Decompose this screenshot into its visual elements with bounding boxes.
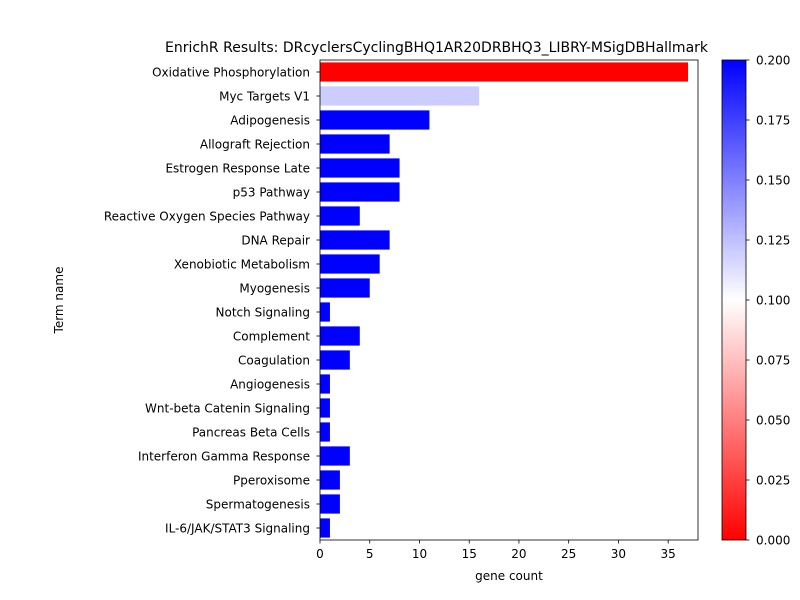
y-tick-label: DNA Repair [241, 234, 310, 248]
bar [320, 278, 370, 298]
y-tick-label: Notch Signaling [216, 306, 310, 320]
y-tick-label: Estrogen Response Late [165, 162, 310, 176]
x-tick-label: 20 [511, 547, 526, 561]
y-tick-label: Allograft Rejection [200, 138, 310, 152]
bar [320, 446, 350, 466]
colorbar-tick-label: 0.150 [756, 174, 790, 188]
colorbar-tick-label: 0.050 [756, 414, 790, 428]
y-tick-label: Interferon Gamma Response [138, 450, 310, 464]
x-tick-label: 35 [661, 547, 676, 561]
y-tick-label: Spermatogenesis [206, 498, 310, 512]
bar [320, 398, 330, 418]
bar [320, 254, 380, 274]
colorbar-tick-label: 0.075 [756, 354, 790, 368]
y-tick-label: Wnt-beta Catenin Signaling [145, 402, 310, 416]
bar [320, 86, 480, 106]
y-tick-label: Myogenesis [239, 282, 310, 296]
y-axis-label: Term name [52, 267, 66, 335]
bars-group [320, 62, 689, 538]
plot-frame [319, 59, 699, 541]
bar [320, 206, 360, 226]
x-tick-label: 0 [316, 547, 324, 561]
y-tick-label: Angiogenesis [230, 378, 310, 392]
colorbar [721, 59, 747, 541]
x-tick-label: 25 [561, 547, 576, 561]
bar [320, 350, 350, 370]
bar [320, 518, 330, 538]
y-tick-label: Coagulation [238, 354, 310, 368]
colorbar-tick-label: 0.000 [756, 534, 790, 548]
bar [320, 422, 330, 442]
y-tick-label: p53 Pathway [233, 186, 310, 200]
x-axis-label: gene count [475, 569, 543, 583]
x-tick-label: 10 [412, 547, 427, 561]
y-tick-label: Reactive Oxygen Species Pathway [104, 210, 310, 224]
bar [320, 494, 340, 514]
y-tick-labels: Oxidative Phosphorylation Myc Targets V1 A… [104, 66, 320, 536]
bar [320, 230, 390, 250]
colorbar-tick-label: 0.125 [756, 234, 790, 248]
colorbar-tick-label: 0.200 [756, 54, 790, 68]
bar [320, 302, 330, 322]
bar [320, 326, 360, 346]
y-tick-label: Pancreas Beta Cells [192, 426, 310, 440]
y-tick-label: Complement [233, 330, 310, 344]
colorbar-tick-label: 0.025 [756, 474, 790, 488]
x-ticks: 0 5 10 15 20 25 30 35 [316, 540, 676, 561]
bar [320, 374, 330, 394]
y-tick-label: Pperoxisome [233, 474, 310, 488]
bar [320, 470, 340, 490]
y-tick-label: Myc Targets V1 [219, 90, 310, 104]
y-tick-label: Oxidative Phosphorylation [152, 66, 310, 80]
x-tick-label: 5 [366, 547, 374, 561]
x-tick-label: 15 [462, 547, 477, 561]
colorbar-tick-label: 0.175 [756, 114, 790, 128]
bar [320, 134, 390, 154]
y-tick-label: IL-6/JAK/STAT3 Signaling [165, 522, 310, 536]
y-tick-label: Adipogenesis [230, 114, 310, 128]
bar [320, 158, 400, 178]
x-tick-label: 30 [611, 547, 626, 561]
y-tick-label: Xenobiotic Metabolism [174, 258, 310, 272]
colorbar-tick-label: 0.100 [756, 294, 790, 308]
chart-title: EnrichR Results: DRcyclersCyclingBHQ1AR2… [165, 40, 709, 56]
bar [320, 62, 689, 82]
bar [320, 182, 400, 202]
colorbar-ticks: 0.000 0.025 0.050 0.075 0.100 0.125 0.150 0.175… [746, 54, 790, 548]
bar [320, 110, 430, 130]
